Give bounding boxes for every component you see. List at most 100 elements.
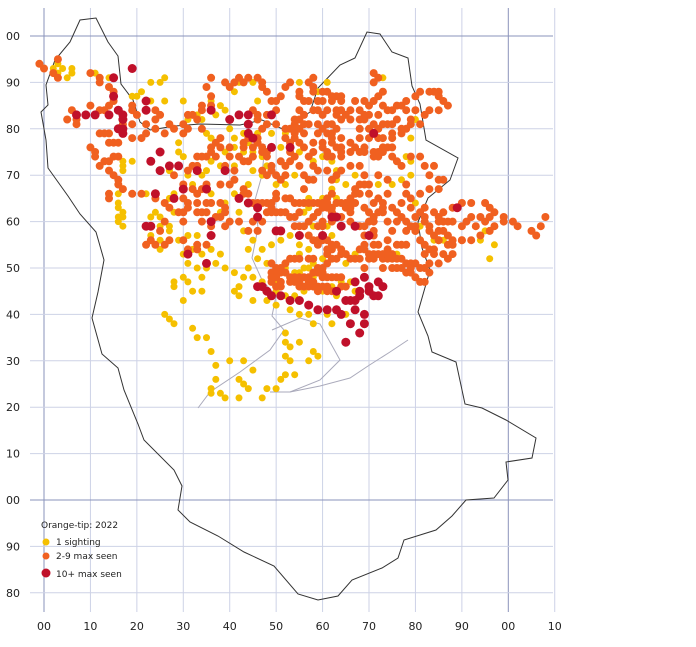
y-tick-label: 00 <box>6 494 20 507</box>
sighting-dot <box>513 222 522 231</box>
sighting-dot <box>138 88 145 96</box>
sighting-dot <box>397 213 406 221</box>
sighting-dot <box>327 97 336 105</box>
sighting-dot <box>290 222 299 231</box>
sighting-dot <box>235 292 243 300</box>
sighting-dot <box>161 97 169 105</box>
sighting-dot <box>365 254 373 263</box>
sighting-dot <box>179 208 188 217</box>
sighting-dot <box>328 232 336 239</box>
sighting-dot <box>175 139 183 147</box>
sighting-dot <box>309 175 318 184</box>
x-tick-label: 50 <box>269 620 283 633</box>
sighting-dot <box>369 78 378 87</box>
sighting-dot <box>443 240 452 249</box>
sighting-dot <box>165 203 174 212</box>
sighting-dot <box>346 161 355 170</box>
sighting-dot <box>212 259 220 267</box>
sighting-dot <box>392 240 401 249</box>
sighting-dot <box>95 161 104 170</box>
sighting-dot <box>327 152 336 161</box>
sighting-dot <box>309 320 317 328</box>
x-axis-labels: 00 10 20 30 40 50 60 70 80 90 00 10 <box>37 620 562 633</box>
sighting-dot <box>355 106 364 115</box>
sighting-dot <box>197 217 206 226</box>
sighting-dot <box>406 152 415 161</box>
sighting-dot <box>351 171 359 179</box>
sighting-dot <box>420 217 429 226</box>
sighting-dot <box>355 124 364 133</box>
district-line-3 <box>289 339 409 393</box>
sighting-dot <box>104 110 114 120</box>
sighting-dot <box>388 226 397 235</box>
sighting-dot <box>193 264 201 272</box>
sighting-dot <box>128 92 136 100</box>
sighting-dot <box>365 180 373 189</box>
sighting-dot <box>161 310 169 318</box>
sighting-dot <box>281 83 290 91</box>
sighting-dot <box>281 371 289 379</box>
sighting-dot <box>150 189 160 199</box>
sighting-dot <box>253 73 262 82</box>
sighting-dot <box>184 259 192 267</box>
sighting-dot <box>216 102 224 110</box>
sighting-dot <box>323 106 332 115</box>
sighting-dot <box>397 199 406 207</box>
sighting-dot <box>374 171 383 180</box>
sighting-dot <box>406 194 415 203</box>
sighting-dot <box>155 166 165 176</box>
sighting-dot <box>244 157 253 166</box>
sighting-dot <box>243 198 253 208</box>
sighting-dot <box>216 180 225 189</box>
sighting-dot <box>476 213 485 221</box>
sighting-dot <box>72 120 81 129</box>
sighting-dot <box>207 348 215 355</box>
sighting-dot <box>141 221 151 231</box>
sighting-dot <box>272 385 280 393</box>
sighting-dot <box>184 278 192 286</box>
sighting-dot <box>425 171 434 180</box>
sighting-dot <box>281 134 290 143</box>
sighting-dot <box>240 380 248 388</box>
sighting-dot <box>276 226 286 236</box>
y-tick-label: 40 <box>6 308 20 321</box>
sighting-dot <box>383 189 392 198</box>
sighting-dot <box>235 217 243 226</box>
sighting-dot <box>141 105 151 115</box>
sighting-dot <box>305 245 313 253</box>
sighting-dot <box>226 125 234 133</box>
sighting-dot <box>170 171 178 180</box>
sighting-dot <box>193 240 202 249</box>
sighting-dot <box>225 217 234 226</box>
sighting-dot <box>197 106 206 115</box>
sighting-dot <box>295 148 303 156</box>
sighting-dot <box>170 283 178 291</box>
sighting-dot <box>295 208 304 217</box>
sighting-dot <box>369 199 378 207</box>
sighting-dot <box>189 324 197 332</box>
sighting-dot <box>156 245 164 253</box>
sighting-dot <box>212 361 220 369</box>
sighting-dot <box>420 161 429 170</box>
sighting-dot <box>532 231 541 240</box>
sighting-dot <box>416 87 425 96</box>
sighting-dot <box>398 176 405 184</box>
sighting-dot <box>216 250 224 258</box>
sighting-dot <box>277 375 285 383</box>
sighting-dot <box>323 194 332 203</box>
sighting-dot <box>350 277 360 287</box>
sighting-dot <box>184 232 192 239</box>
sighting-dot <box>202 199 211 207</box>
sighting-dot <box>267 97 276 105</box>
sighting-dot <box>244 181 252 188</box>
sighting-dot <box>407 171 415 179</box>
sighting-dot <box>309 138 318 147</box>
sighting-dot <box>309 348 317 355</box>
x-tick-label: 60 <box>316 620 330 633</box>
sighting-dot <box>119 208 127 216</box>
sighting-dot <box>147 213 155 221</box>
y-tick-label: 90 <box>6 76 20 89</box>
sighting-dot <box>128 134 137 143</box>
sighting-dot <box>490 241 498 249</box>
